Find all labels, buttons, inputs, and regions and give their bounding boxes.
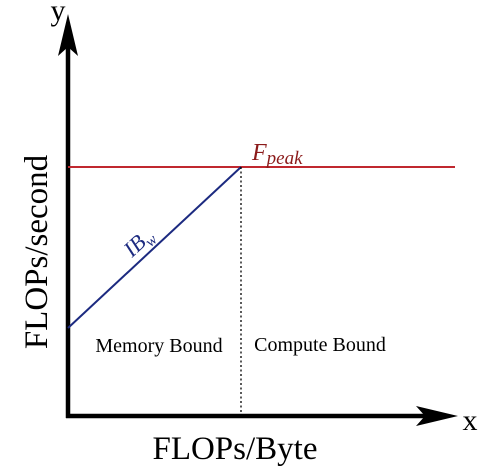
y-axis-title: FLOPs/second: [19, 154, 55, 349]
y-axis-letter: y: [51, 0, 66, 27]
x-axis-title: FLOPs/Byte: [152, 431, 317, 467]
compute-bound-label: Compute Bound: [254, 334, 386, 356]
x-axis-arrowhead: [416, 406, 458, 426]
bandwidth-label: IBw: [118, 222, 161, 265]
x-axis-letter: x: [463, 404, 478, 437]
peak-label-base: F: [251, 140, 267, 166]
bandwidth-label-base: IB: [118, 229, 151, 262]
peak-label-subscript: peak: [265, 148, 303, 169]
peak-label: Fpeak: [251, 140, 303, 169]
bandwidth-slope-line: [67, 166, 242, 329]
y-axis-arrowhead: [58, 14, 78, 56]
memory-bound-label: Memory Bound: [95, 335, 222, 357]
